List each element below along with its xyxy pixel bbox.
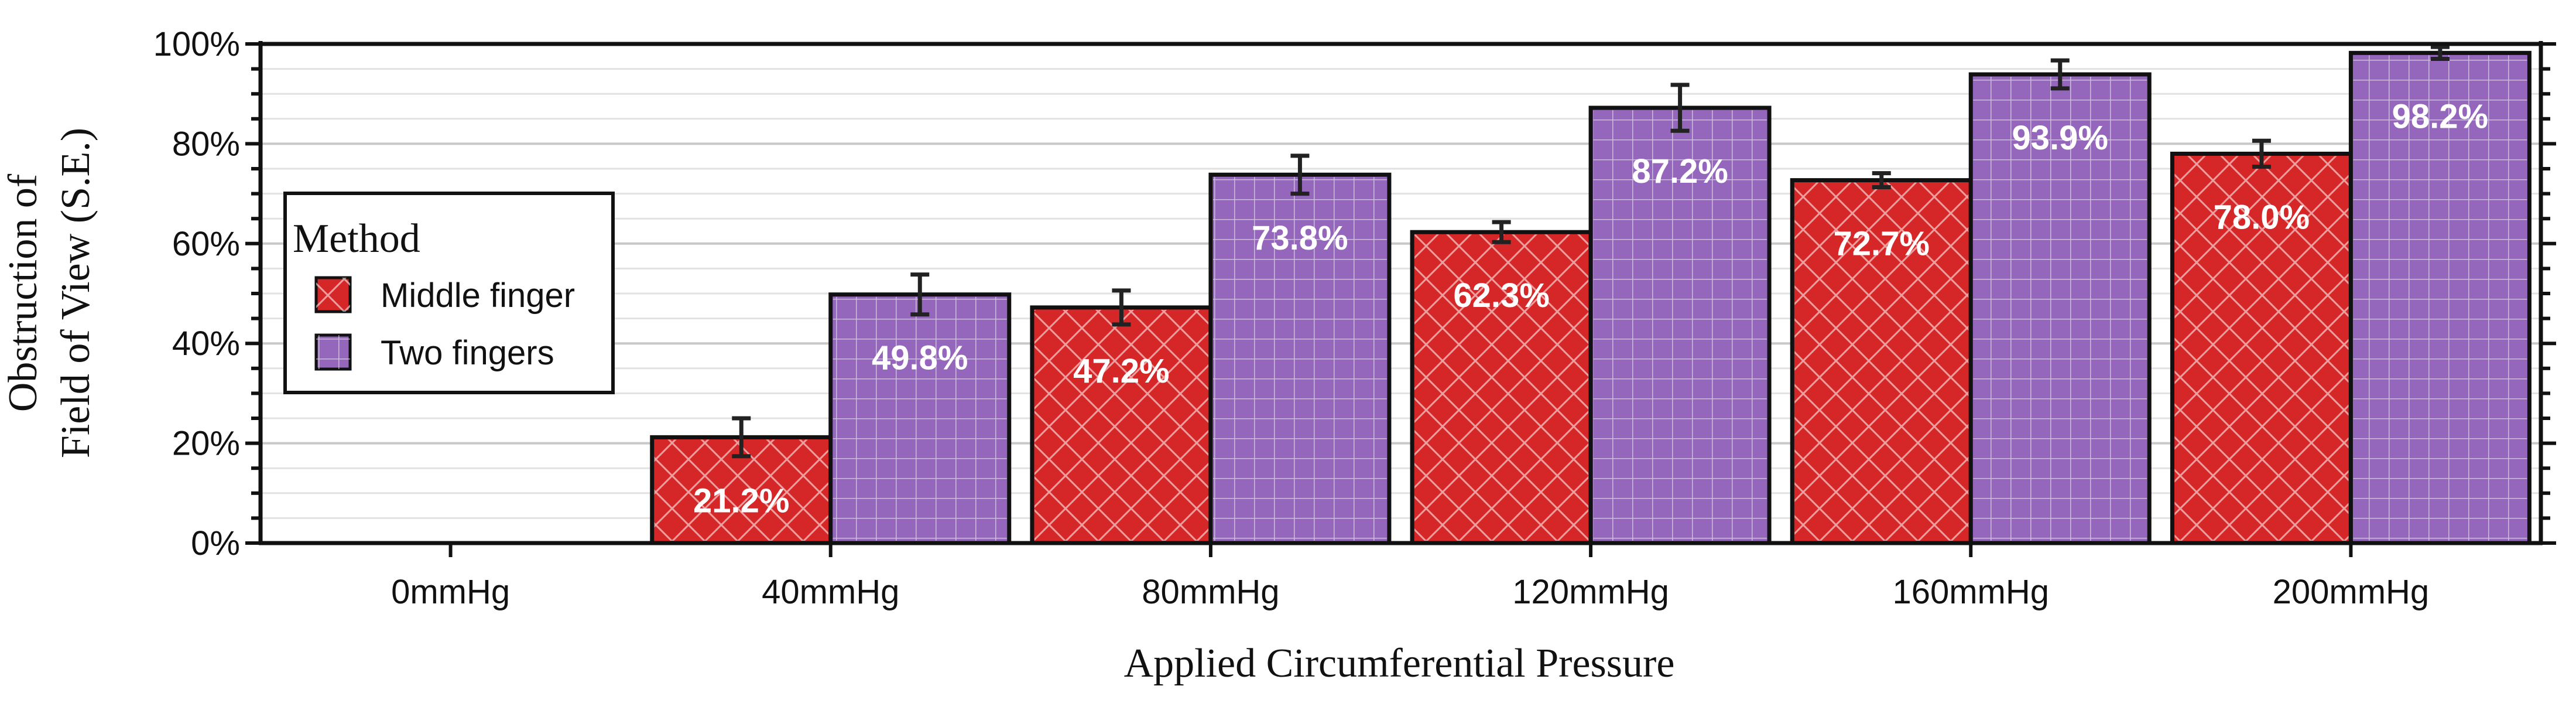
y-tick-label: 60% — [172, 225, 240, 263]
legend-label-two-fingers: Two fingers — [381, 334, 554, 372]
error-bar-two-fingers-40mmHg — [910, 272, 930, 317]
x-tick-label: 0mmHg — [391, 573, 510, 611]
error-bar-middle-finger-80mmHg — [1112, 288, 1131, 327]
x-tick-label: 200mmHg — [2273, 573, 2430, 611]
error-bar-middle-finger-200mmHg — [2252, 138, 2271, 169]
y-axis-title-line-1: Obstruction of — [1, 173, 46, 412]
bar-hatch-two-fingers-40mmHg — [833, 296, 1007, 541]
bar-value-label-middle-finger-80mmHg: 47.2% — [1073, 352, 1169, 390]
bar-value-label-two-fingers-120mmHg: 87.2% — [1632, 152, 1728, 190]
bar-value-label-middle-finger-160mmHg: 72.7% — [1834, 225, 1930, 263]
bar-hatch-middle-finger-120mmHg — [1414, 234, 1589, 541]
x-tick-label: 40mmHg — [762, 573, 899, 611]
bar-hatch-two-fingers-120mmHg — [1593, 110, 1767, 541]
error-bar-middle-finger-120mmHg — [1492, 220, 1511, 244]
bar-value-labels: 21.2% 47.2% 62.3% 72.7% 78.0% 49.8% 73.8% 87.2%… — [693, 97, 2488, 520]
legend: Method Middle finger Two fingers — [283, 192, 615, 394]
bar-value-label-middle-finger-40mmHg: 21.2% — [693, 482, 789, 520]
error-bar-middle-finger-160mmHg — [1872, 171, 1891, 190]
bar-hatch-two-fingers-160mmHg — [1973, 76, 2147, 541]
y-axis-title-line-2: Field of View (S.E.) — [53, 128, 98, 458]
y-tick-label: 80% — [172, 125, 240, 163]
bar-hatch-middle-finger-160mmHg — [1794, 182, 1969, 541]
bar-value-label-two-fingers-40mmHg: 49.8% — [872, 339, 968, 377]
y-tick-label: 100% — [153, 25, 240, 63]
legend-title: Method — [293, 216, 420, 261]
bar-value-label-two-fingers-80mmHg: 73.8% — [1252, 219, 1348, 257]
y-tick-labels: 0% 20% 40% 60% 80% 100% — [153, 25, 240, 562]
x-tick-labels: 0mmHg 40mmHg 80mmHg 120mmHg 160mmHg 200mmHg — [391, 573, 2429, 611]
y-tick-label: 40% — [172, 325, 240, 363]
x-axis-title: Applied Circumferential Pressure — [1124, 641, 1675, 686]
bar-value-label-middle-finger-120mmHg: 62.3% — [1453, 277, 1549, 315]
y-tick-label: 20% — [172, 425, 240, 463]
bar-value-label-middle-finger-200mmHg: 78.0% — [2214, 198, 2310, 236]
bar-hatch-two-fingers-80mmHg — [1212, 177, 1387, 541]
bar-hatch-middle-finger-80mmHg — [1034, 309, 1208, 541]
bar-hatch-two-fingers-200mmHg — [2353, 55, 2527, 541]
bar-value-label-two-fingers-160mmHg: 93.9% — [2012, 119, 2108, 157]
error-bars — [732, 45, 2450, 459]
legend-swatch-two-fingers-hatch — [316, 335, 350, 369]
bars — [272, 50, 2532, 545]
legend-label-middle-finger: Middle finger — [381, 277, 575, 315]
x-tick-label: 80mmHg — [1142, 573, 1279, 611]
error-bar-two-fingers-120mmHg — [1670, 83, 1690, 133]
error-bar-middle-finger-40mmHg — [732, 416, 751, 459]
gridlines — [261, 43, 2541, 544]
legend-swatch-middle-finger-hatch — [316, 278, 350, 312]
error-bar-two-fingers-200mmHg — [2430, 45, 2450, 62]
error-bar-two-fingers-160mmHg — [2050, 58, 2070, 91]
axes — [245, 41, 2556, 557]
y-tick-label: 0% — [191, 524, 240, 562]
error-bar-two-fingers-80mmHg — [1290, 153, 1310, 196]
bar-value-label-two-fingers-200mmHg: 98.2% — [2392, 97, 2488, 135]
x-tick-label: 160mmHg — [1892, 573, 2049, 611]
x-tick-label: 120mmHg — [1512, 573, 1669, 611]
bar-hatch-middle-finger-200mmHg — [2174, 156, 2349, 541]
